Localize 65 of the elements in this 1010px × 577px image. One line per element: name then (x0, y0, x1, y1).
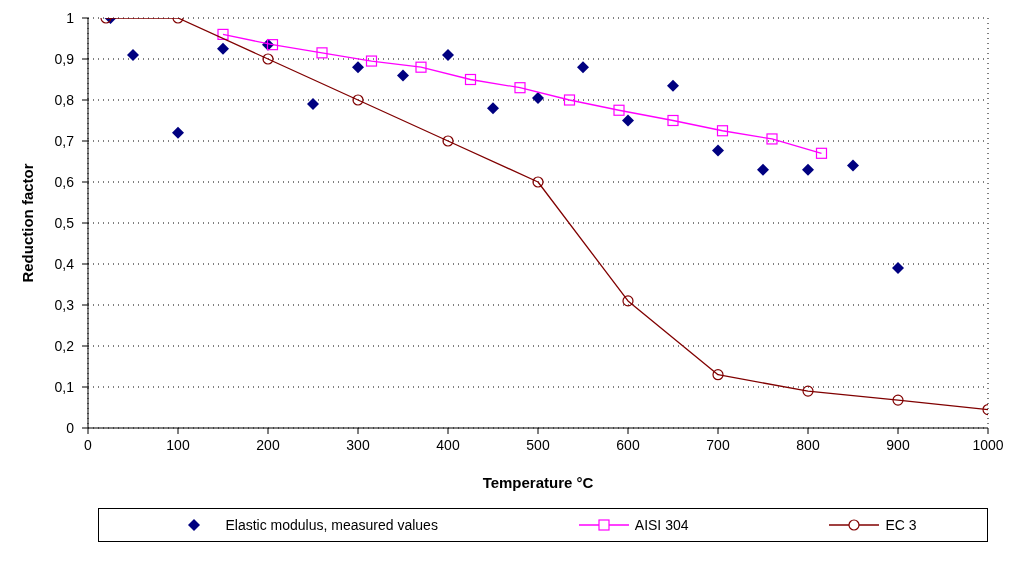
point (307, 98, 319, 111)
point (442, 135, 454, 147)
x-tick-label: 200 (256, 437, 280, 453)
y-tick-label: 0 (66, 419, 75, 436)
y-tick-label: 0,9 (54, 50, 75, 67)
point (262, 53, 274, 65)
point (622, 114, 634, 127)
point (563, 94, 576, 106)
point (712, 369, 724, 381)
point (266, 39, 279, 51)
point (622, 295, 634, 307)
point (667, 114, 679, 127)
point (577, 61, 589, 74)
point (217, 42, 229, 55)
point (847, 159, 859, 172)
x-tick-label: 600 (616, 437, 640, 453)
x-tick-label: 1000 (972, 437, 1004, 453)
point (397, 69, 409, 82)
point (316, 47, 328, 59)
x-tick-label: 800 (796, 437, 820, 453)
y-tick-label: 0,6 (54, 173, 75, 190)
x-tick-label: 100 (166, 437, 190, 453)
y-tick-label: 0,8 (54, 91, 75, 108)
point (352, 61, 364, 74)
y-tick-label: 0,2 (54, 337, 75, 354)
point (757, 163, 769, 176)
point (712, 144, 724, 157)
point (532, 91, 544, 104)
x-tick-label: 500 (526, 437, 550, 453)
point (464, 73, 477, 86)
point (613, 104, 625, 116)
point (352, 94, 364, 106)
point (442, 48, 454, 61)
point (172, 126, 184, 139)
point (415, 61, 427, 73)
x-tick-label: 900 (886, 437, 910, 453)
x-tick-label: 700 (706, 437, 730, 453)
legend-label: EC 3 (885, 517, 917, 533)
y-axis-title: Reduction factor (19, 163, 37, 283)
y-tick-label: 0,1 (54, 378, 75, 395)
x-axis-title: Temperature °C (482, 474, 594, 491)
point (802, 385, 814, 397)
y-tick-label: 0,4 (54, 255, 75, 272)
point (716, 125, 729, 137)
y-tick-label: 0,7 (54, 132, 75, 149)
legend-label: AISI 304 (634, 517, 689, 533)
point (217, 28, 229, 40)
point (892, 262, 904, 275)
point (667, 79, 679, 92)
point (766, 133, 778, 145)
point (802, 163, 814, 176)
x-tick-label: 0 (84, 437, 93, 453)
x-tick-label: 300 (346, 437, 370, 453)
point (532, 176, 544, 188)
y-tick-label: 1 (66, 9, 75, 26)
point (127, 48, 139, 61)
point (892, 394, 904, 406)
point (487, 102, 499, 115)
point (514, 82, 526, 94)
legend-label: Elastic modulus, measured values (225, 517, 438, 533)
point (365, 55, 378, 67)
point (815, 147, 828, 159)
y-tick-label: 0,3 (54, 296, 75, 313)
x-tick-label: 400 (436, 437, 460, 453)
y-tick-label: 0,5 (54, 214, 75, 231)
